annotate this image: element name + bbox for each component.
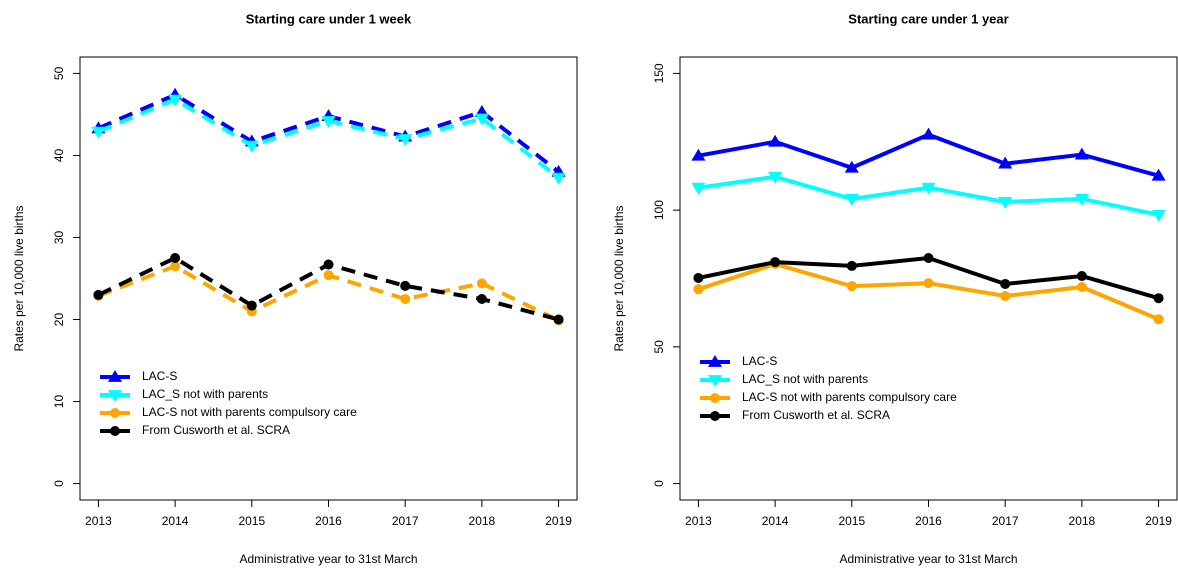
y-tick-label: 30: [52, 230, 66, 244]
marker: [321, 116, 336, 128]
y-tick-label: 10: [52, 395, 66, 409]
x-tick-label: 2019: [545, 514, 572, 528]
marker: [110, 408, 120, 418]
x-tick-label: 2014: [762, 514, 789, 528]
y-axis-title: Rates per 10,000 live births: [612, 205, 626, 351]
panel: Starting care under 1 year Administrative…: [612, 11, 1178, 566]
marker: [1151, 168, 1166, 181]
marker: [168, 94, 183, 107]
marker: [108, 370, 122, 382]
x-axis-title: Administrative year to 31st March: [239, 552, 417, 566]
legend-label: LAC-S not with parents compulsory care: [142, 405, 357, 419]
marker: [844, 160, 859, 173]
marker: [400, 294, 411, 305]
x-tick-label: 2018: [469, 514, 496, 528]
marker: [768, 171, 783, 184]
legend-label: LAC_S not with parents: [742, 372, 868, 386]
series-line: [97, 92, 560, 174]
marker: [921, 182, 936, 195]
y-tick-label: 150: [652, 63, 666, 83]
y-tick-label: 100: [652, 200, 666, 220]
marker: [1000, 278, 1011, 289]
marker: [921, 127, 936, 140]
y-tick-label: 0: [652, 480, 666, 487]
x-tick-label: 2015: [238, 514, 265, 528]
marker: [768, 134, 783, 147]
marker: [93, 289, 104, 300]
marker: [476, 294, 487, 305]
x-tick-label: 2019: [1145, 514, 1172, 528]
y-tick-label: 20: [52, 313, 66, 327]
y-tick-label: 50: [52, 66, 66, 80]
marker: [1074, 194, 1089, 206]
marker: [998, 197, 1013, 209]
marker: [1153, 314, 1164, 325]
legend-label: LAC-S: [742, 354, 777, 368]
legend-label: LAC-S not with parents compulsory care: [742, 390, 957, 404]
marker: [476, 278, 487, 289]
marker: [844, 194, 859, 206]
marker: [710, 411, 720, 421]
marker: [398, 134, 413, 147]
marker: [170, 261, 181, 272]
marker: [553, 314, 564, 325]
marker: [998, 156, 1013, 169]
marker: [170, 252, 181, 263]
marker: [1074, 147, 1089, 160]
marker: [691, 148, 706, 161]
legend-label: From Cusworth et al. SCRA: [142, 423, 290, 437]
legend-label: From Cusworth et al. SCRA: [742, 408, 890, 422]
marker: [846, 260, 857, 271]
marker: [323, 259, 334, 270]
marker: [551, 172, 566, 185]
series-line: [697, 261, 1160, 322]
x-tick-label: 2013: [85, 514, 112, 528]
x-tick-label: 2018: [1069, 514, 1096, 528]
marker: [693, 284, 704, 295]
marker: [1076, 271, 1087, 282]
x-tick-label: 2016: [915, 514, 942, 528]
marker: [246, 300, 257, 311]
y-tick-label: 0: [52, 480, 66, 487]
x-tick-label: 2015: [838, 514, 865, 528]
marker: [91, 126, 106, 139]
marker: [400, 280, 411, 291]
marker: [1076, 281, 1087, 292]
series-line: [698, 174, 1159, 217]
y-tick-label: 40: [52, 148, 66, 162]
marker: [710, 393, 720, 403]
chart-title: Starting care under 1 year: [848, 11, 1008, 26]
chart-title: Starting care under 1 week: [246, 11, 412, 26]
marker: [708, 375, 722, 387]
marker: [691, 182, 706, 195]
x-axis-title: Administrative year to 31st March: [839, 552, 1017, 566]
y-axis-title: Rates per 10,000 live births: [12, 205, 26, 351]
x-tick-label: 2013: [685, 514, 712, 528]
marker: [770, 257, 781, 268]
x-tick-label: 2017: [992, 514, 1019, 528]
marker: [108, 390, 122, 402]
legend-label: LAC_S not with parents: [142, 387, 268, 401]
marker: [846, 281, 857, 292]
marker: [1000, 291, 1011, 302]
marker: [244, 140, 259, 153]
series-line: [698, 132, 1160, 178]
x-tick-label: 2017: [392, 514, 419, 528]
y-tick-label: 50: [652, 340, 666, 354]
marker: [923, 252, 934, 263]
panel: Starting care under 1 week Administrative…: [12, 11, 578, 566]
marker: [474, 113, 489, 126]
x-tick-label: 2016: [315, 514, 342, 528]
legend-label: LAC-S: [142, 369, 177, 383]
marker: [110, 426, 120, 436]
x-tick-label: 2014: [162, 514, 189, 528]
marker: [1153, 293, 1164, 304]
marker: [1151, 209, 1166, 222]
marker: [693, 272, 704, 283]
marker: [708, 355, 722, 367]
marker: [923, 278, 934, 289]
marker: [323, 270, 334, 281]
